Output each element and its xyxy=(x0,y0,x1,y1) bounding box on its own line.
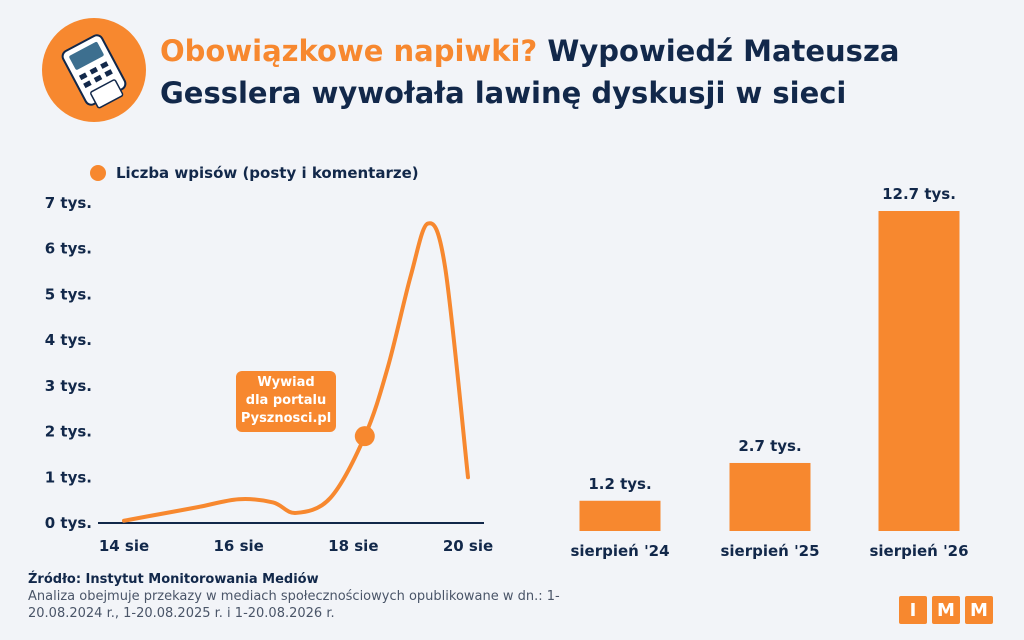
bar-category-label: sierpień '24 xyxy=(570,542,669,560)
chart-legend: Liczba wpisów (posty i komentarze) xyxy=(90,161,419,185)
bar-value-label: 2.7 tys. xyxy=(738,437,801,455)
callout-line-1: Wywiad xyxy=(257,375,315,390)
source-label: Źródło: Instytut Monitorowania Mediów xyxy=(28,572,319,587)
title-rest: Wypowiedź Mateusza Gesslera wywołała law… xyxy=(160,34,900,110)
line-y-tick-label: 6 tys. xyxy=(45,240,92,258)
line-y-tick-label: 4 tys. xyxy=(45,331,92,349)
imm-logo: I M M xyxy=(899,596,993,624)
line-x-tick-label: 18 sie xyxy=(328,537,378,555)
bar-value-label: 1.2 tys. xyxy=(588,475,651,493)
legend-label: Liczba wpisów (posty i komentarze) xyxy=(116,164,419,182)
legend-dot-icon xyxy=(90,165,106,181)
bar xyxy=(878,211,960,531)
title-accent: Obowiązkowe napiwki? xyxy=(160,34,538,68)
source-note: Analiza obejmuje przekazy w mediach społ… xyxy=(28,589,560,621)
page-title: Obowiązkowe napiwki? Wypowiedź Mateusza … xyxy=(160,30,1000,114)
bar xyxy=(579,500,661,531)
payment-terminal-icon xyxy=(61,34,127,109)
line-y-tick-label: 1 tys. xyxy=(45,468,92,486)
logo-letter: I xyxy=(899,596,927,624)
bar-value-label: 12.7 tys. xyxy=(882,185,956,203)
line-y-tick-label: 2 tys. xyxy=(45,423,92,441)
callout-line-3: Pysznosci.pl xyxy=(240,411,332,426)
line-x-tick-label: 14 sie xyxy=(99,537,149,555)
logo-letter: M xyxy=(932,596,960,624)
logo-letter: M xyxy=(965,596,993,624)
bar-category-label: sierpień '25 xyxy=(720,542,819,560)
line-series xyxy=(122,221,470,523)
line-x-tick-label: 16 sie xyxy=(213,537,263,555)
callout-line-2: dla portalu xyxy=(245,393,327,408)
bar xyxy=(729,462,811,531)
annotation-point xyxy=(354,426,375,447)
line-y-tick-label: 5 tys. xyxy=(45,285,92,303)
source-block: Źródło: Instytut Monitorowania Mediów An… xyxy=(28,571,628,622)
header-icon-circle xyxy=(42,18,146,122)
line-y-tick-label: 7 tys. xyxy=(45,194,92,212)
line-x-tick-label: 20 sie xyxy=(443,537,493,555)
interview-callout: Wywiad dla portalu Pysznosci.pl xyxy=(236,371,336,432)
line-y-tick-label: 3 tys. xyxy=(45,377,92,395)
line-y-tick-label: 0 tys. xyxy=(45,514,92,532)
bar-category-label: sierpień '26 xyxy=(869,542,968,560)
